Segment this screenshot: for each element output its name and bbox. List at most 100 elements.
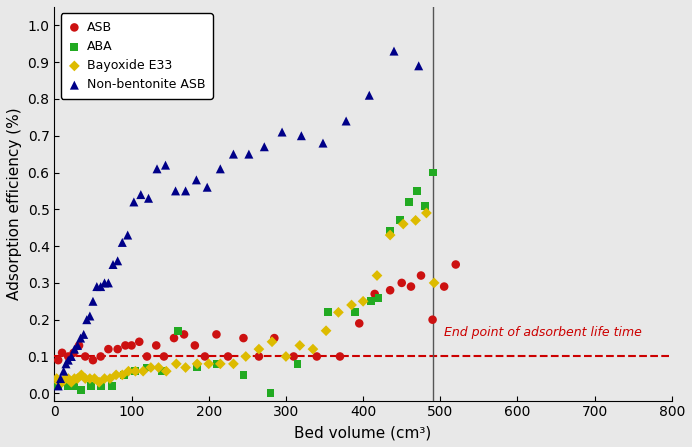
Non-bentonite ASB [388, 47, 399, 55]
Bayoxide E33 [93, 379, 104, 386]
Bayoxide E33 [84, 375, 95, 382]
Non-bentonite ASB [244, 151, 255, 158]
ASB [253, 353, 264, 360]
ABA [385, 228, 396, 235]
Bayoxide E33 [180, 364, 191, 371]
Legend: ASB, ABA, Bayoxide E33, Non-bentonite ASB: ASB, ABA, Bayoxide E33, Non-bentonite AS… [61, 13, 213, 99]
Bayoxide E33 [104, 375, 116, 382]
Bayoxide E33 [215, 360, 226, 367]
ASB [53, 357, 64, 364]
ABA [412, 187, 423, 194]
Bayoxide E33 [307, 346, 318, 353]
Non-bentonite ASB [117, 239, 128, 246]
Bayoxide E33 [385, 232, 396, 239]
Y-axis label: Adsorption efficiency (%): Adsorption efficiency (%) [7, 107, 22, 300]
X-axis label: Bed volume (cm³): Bed volume (cm³) [295, 425, 432, 440]
Bayoxide E33 [145, 364, 156, 371]
ASB [73, 342, 84, 349]
Bayoxide E33 [69, 375, 80, 382]
Bayoxide E33 [358, 298, 369, 305]
ASB [369, 291, 380, 298]
Non-bentonite ASB [103, 279, 114, 287]
ASB [103, 346, 114, 353]
ASB [120, 342, 131, 349]
Bayoxide E33 [53, 379, 64, 386]
Non-bentonite ASB [259, 143, 270, 150]
ASB [439, 283, 450, 290]
Non-bentonite ASB [72, 342, 83, 349]
ABA [130, 367, 141, 375]
ABA [404, 198, 415, 206]
Bayoxide E33 [111, 371, 122, 379]
Non-bentonite ASB [53, 382, 64, 389]
Text: End point of adsorbent life time: End point of adsorbent life time [444, 326, 642, 339]
Non-bentonite ASB [122, 232, 134, 239]
Non-bentonite ASB [364, 92, 375, 99]
ASB [334, 353, 345, 360]
Non-bentonite ASB [69, 346, 80, 353]
ABA [292, 360, 303, 367]
Bayoxide E33 [63, 375, 74, 382]
Bayoxide E33 [117, 371, 128, 379]
ABA [350, 309, 361, 316]
Non-bentonite ASB [87, 298, 98, 305]
Non-bentonite ASB [81, 316, 92, 323]
Bayoxide E33 [51, 375, 62, 382]
Non-bentonite ASB [135, 191, 146, 198]
Non-bentonite ASB [160, 161, 171, 169]
ASB [288, 353, 299, 360]
Bayoxide E33 [76, 371, 87, 379]
ASB [95, 353, 106, 360]
Bayoxide E33 [410, 217, 421, 224]
ASB [268, 334, 280, 342]
Bayoxide E33 [123, 367, 134, 375]
ASB [141, 353, 152, 360]
Non-bentonite ASB [112, 257, 123, 264]
ASB [223, 353, 234, 360]
ASB [354, 320, 365, 327]
Bayoxide E33 [294, 342, 305, 349]
ABA [238, 371, 249, 379]
ASB [168, 334, 179, 342]
Bayoxide E33 [138, 367, 149, 375]
ABA [419, 202, 430, 209]
ABA [323, 309, 334, 316]
Non-bentonite ASB [318, 139, 329, 147]
ABA [86, 382, 97, 389]
ABA [68, 382, 79, 389]
Bayoxide E33 [57, 379, 68, 386]
Non-bentonite ASB [143, 195, 154, 202]
Bayoxide E33 [171, 360, 182, 367]
Non-bentonite ASB [55, 375, 66, 382]
ASB [385, 287, 396, 294]
ABA [192, 364, 203, 371]
Bayoxide E33 [153, 364, 164, 371]
Non-bentonite ASB [128, 198, 139, 206]
ABA [373, 294, 384, 301]
ASB [57, 349, 68, 356]
Bayoxide E33 [66, 379, 77, 386]
ASB [211, 331, 222, 338]
ASB [190, 342, 201, 349]
Bayoxide E33 [60, 375, 71, 382]
ASB [415, 272, 426, 279]
Non-bentonite ASB [99, 279, 110, 287]
ASB [199, 353, 210, 360]
Bayoxide E33 [89, 375, 100, 382]
ABA [141, 364, 152, 371]
ABA [57, 379, 68, 386]
Bayoxide E33 [161, 367, 172, 375]
ASB [179, 331, 190, 338]
Bayoxide E33 [266, 338, 277, 346]
Bayoxide E33 [346, 301, 357, 308]
Non-bentonite ASB [84, 312, 95, 320]
ABA [53, 382, 64, 389]
Bayoxide E33 [372, 272, 383, 279]
Non-bentonite ASB [295, 132, 307, 139]
ABA [157, 367, 168, 375]
Non-bentonite ASB [63, 357, 74, 364]
Bayoxide E33 [320, 327, 331, 334]
Non-bentonite ASB [107, 261, 118, 268]
ASB [151, 342, 162, 349]
Bayoxide E33 [428, 279, 439, 287]
